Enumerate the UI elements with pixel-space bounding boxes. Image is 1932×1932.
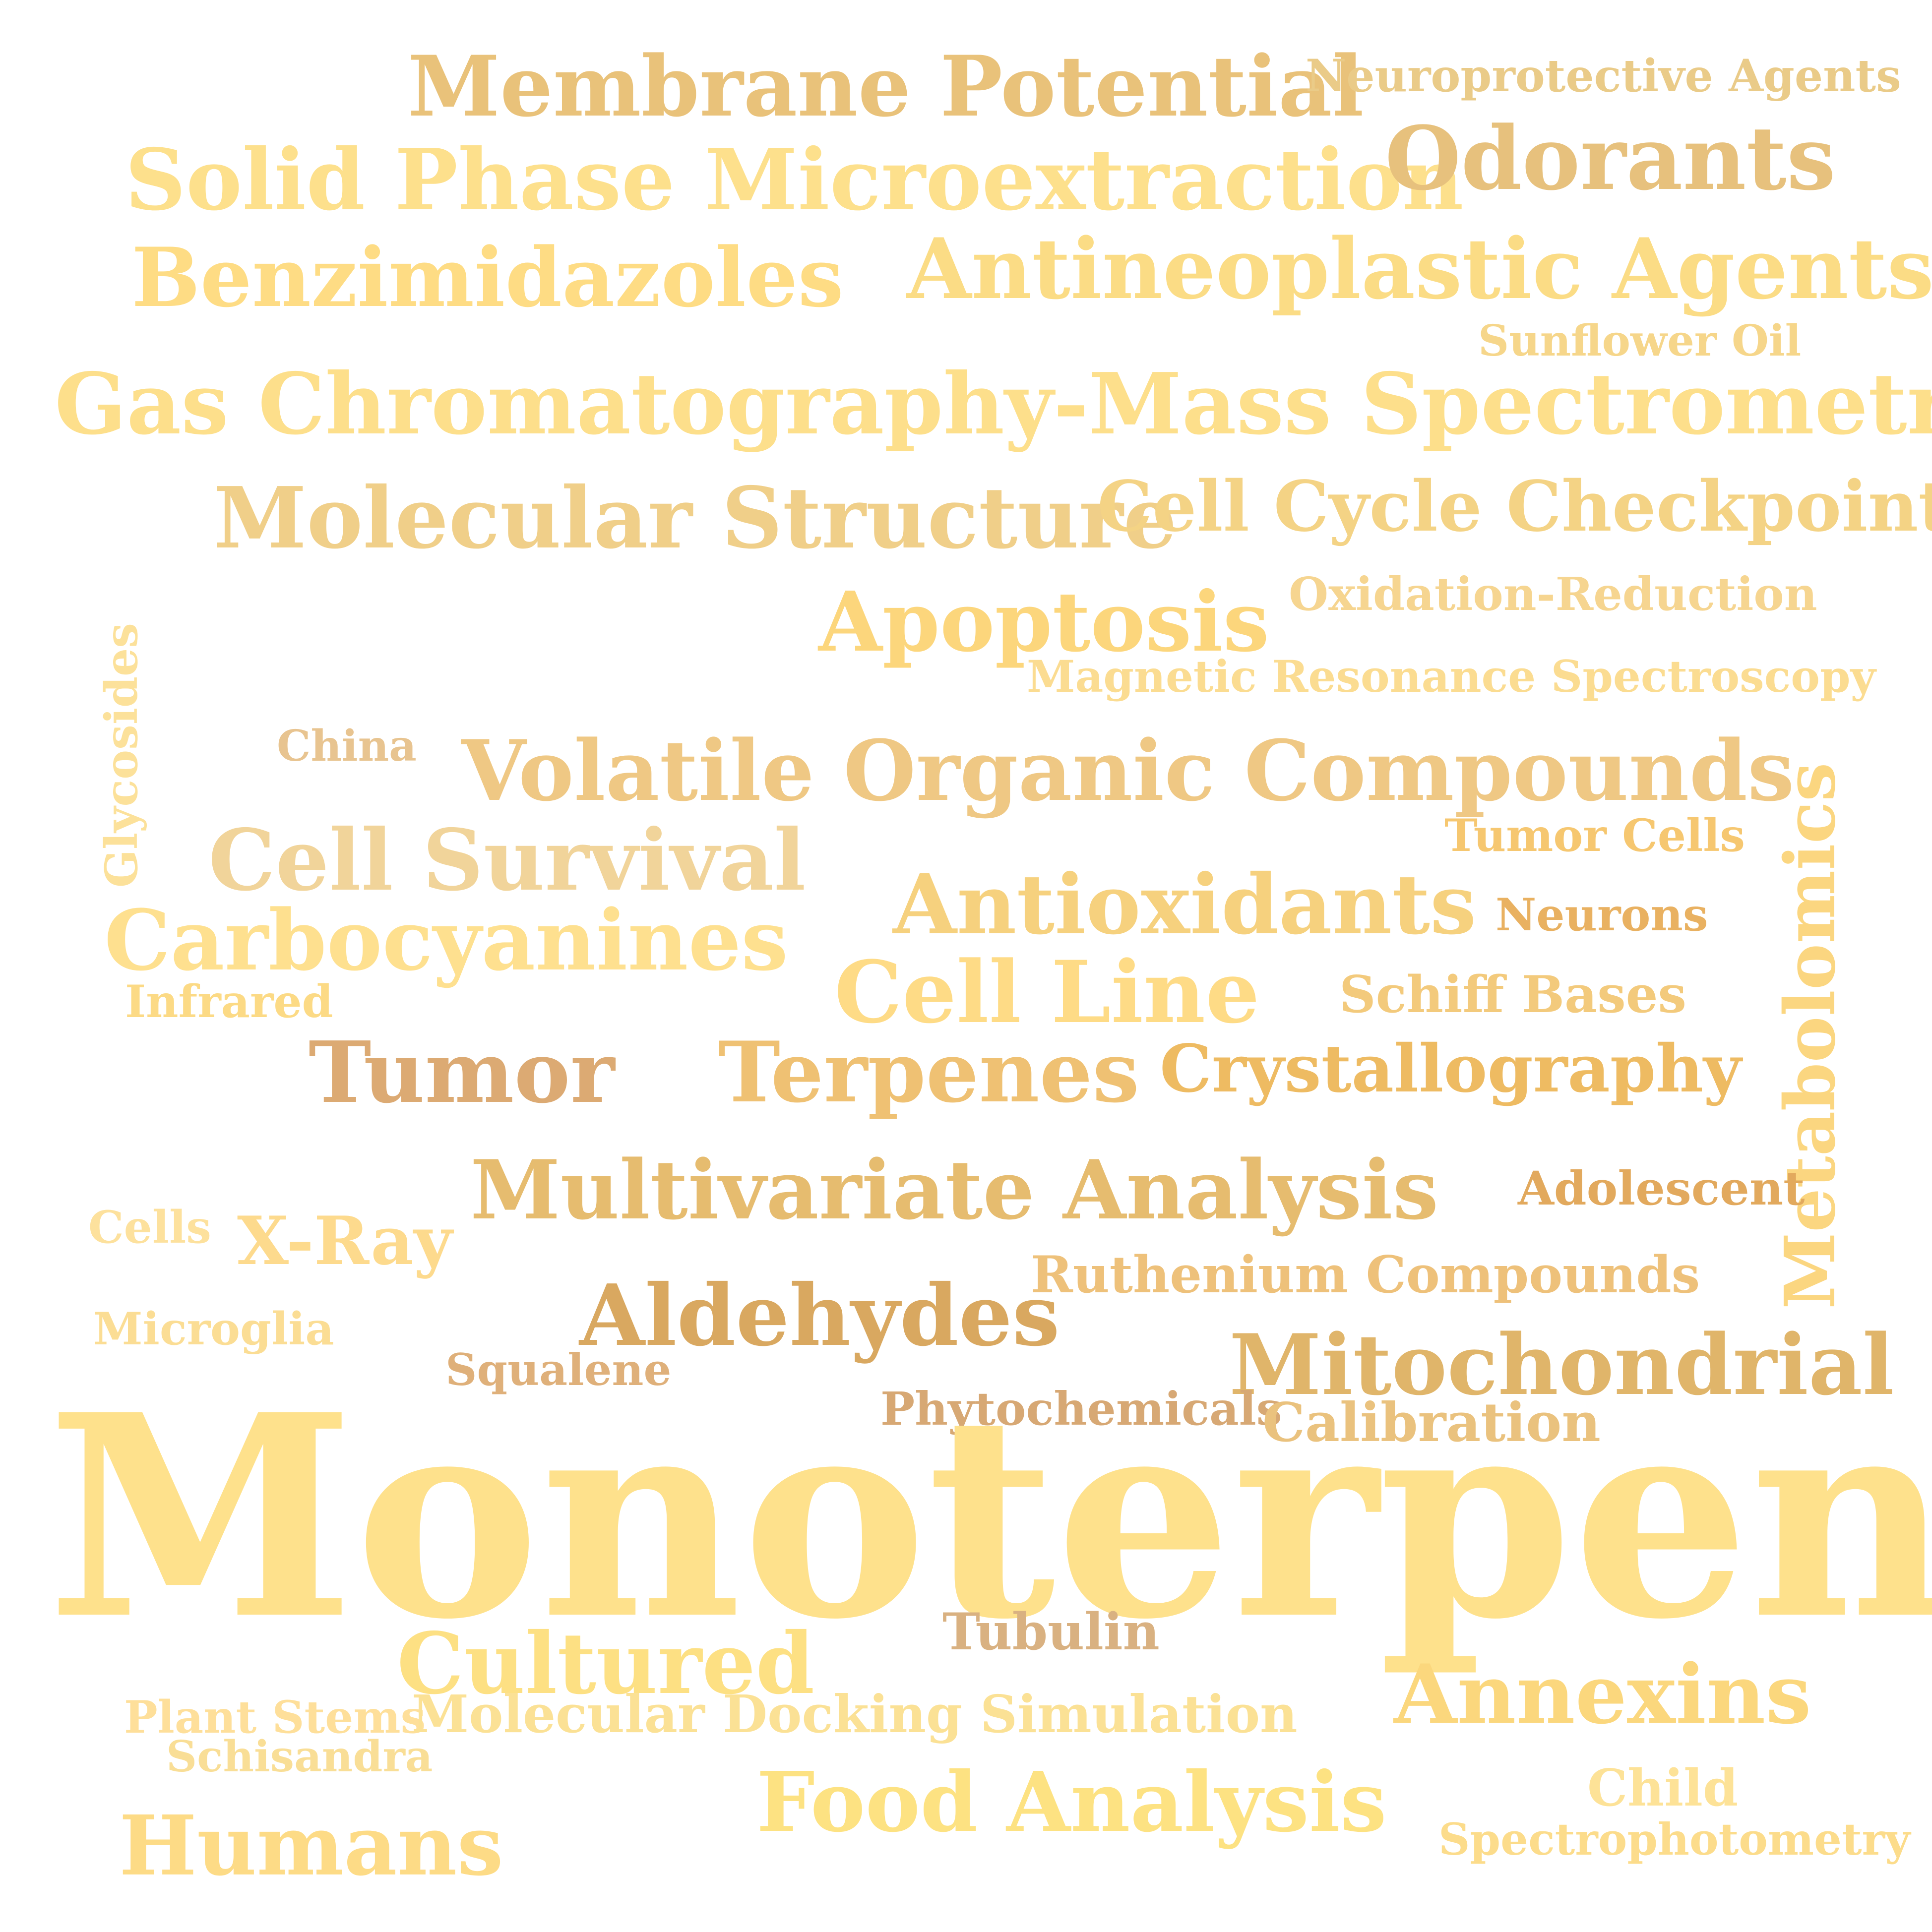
word-neurons: Neurons [1496,889,1708,941]
word-glycosides: Glycosides [95,623,148,888]
word-aldehydes: Aldehydes [579,1266,1060,1365]
word-carbocyanines: Carbocyanines [104,891,788,989]
word-solid-phase-microextraction: Solid Phase Microextraction [125,130,1464,230]
word-mitochondrial: Mitochondrial [1229,1316,1894,1414]
word-plant-stems: Plant Stems [124,1691,426,1744]
word-cultured: Cultured [397,1614,815,1713]
word-tumor: Tumor [309,1023,615,1122]
word-antineoplastic-agents: Antineoplastic Agents [907,220,1932,318]
word-membrane-potential: Membrane Potential [408,37,1364,135]
word-schisandra: Schisandra [166,1732,433,1782]
word-oxidation-reduction: Oxidation-Reduction [1289,567,1817,621]
word-metabolomics: Metabolomics [1770,762,1851,1309]
word-molecular-docking-simulation: Molecular Docking Simulation [412,1684,1298,1745]
word-ruthenium-compounds: Ruthenium Compounds [1031,1245,1700,1305]
word-antioxidants: Antioxidants [893,856,1477,953]
word-cells: Cells [88,1201,211,1254]
word-spectrophotometry: Spectrophotometry [1438,1813,1911,1865]
word-tubulin: Tubulin [942,1602,1160,1662]
word-humans: Humans [119,1798,503,1894]
word-schiff-bases: Schiff Bases [1339,965,1686,1025]
word-adolescent: Adolescent [1518,1161,1805,1216]
word-squalene: Squalene [445,1344,672,1395]
word-magnetic-resonance-spectroscopy: Magnetic Resonance Spectroscopy [1027,651,1876,702]
word-volatile-organic-compounds: Volatile Organic Compounds [461,722,1795,820]
word-calibration: Calibration [1262,1391,1601,1454]
word-terpenes: Terpenes [718,1023,1140,1121]
word-phytochemicals: Phytochemicals [880,1382,1282,1436]
word-monoterpenes: Monoterpenes [47,1354,1932,1681]
word-benzimidazoles: Benzimidazoles [131,230,844,325]
word-molecular-structure: Molecular Structure [213,469,1177,568]
word-cell-cycle-checkpoints: Cell Cycle Checkpoints [1097,466,1932,547]
word-child: Child [1587,1758,1739,1818]
word-cell-line: Cell Line [834,942,1260,1042]
word-china: China [277,721,417,771]
word-x-ray: X-Ray [237,1202,452,1280]
word-multivariate-analysis: Multivariate Analysis [470,1142,1439,1238]
word-cell-survival: Cell Survival [208,811,806,910]
word-gc-ms: Gas Chromatography-Mass Spectrometry [55,355,1932,454]
word-odorants: Odorants [1385,107,1836,210]
word-sunflower-oil: Sunflower Oil [1478,316,1802,366]
word-infrared: Infrared [125,975,333,1028]
word-annexins: Annexins [1394,1646,1811,1742]
word-apoptosis: Apoptosis [818,574,1270,670]
word-tumor-cells: Tumor Cells [1444,809,1745,862]
word-food-analysis: Food Analysis [756,1754,1387,1851]
word-crystallography: Crystallography [1160,1030,1742,1107]
word-microglia: Microglia [93,1303,334,1355]
word-neuroprotective-agents: Neuroprotective Agents [1306,50,1901,102]
